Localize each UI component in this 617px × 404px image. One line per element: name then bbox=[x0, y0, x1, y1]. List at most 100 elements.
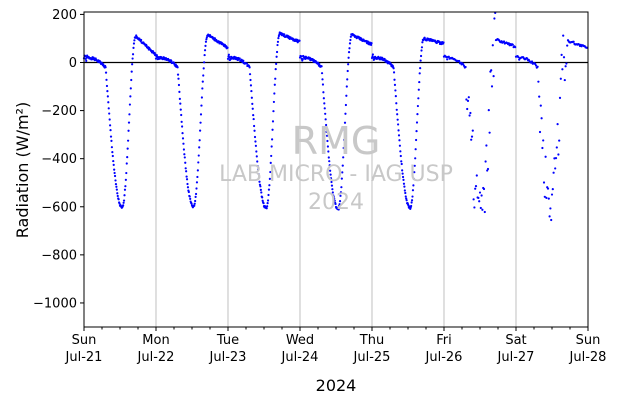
data-point bbox=[565, 62, 568, 65]
data-point bbox=[115, 188, 118, 191]
data-point bbox=[415, 121, 419, 124]
data-point bbox=[273, 83, 276, 86]
data-point bbox=[116, 192, 119, 195]
data-point bbox=[127, 129, 130, 132]
data-point bbox=[480, 194, 483, 197]
x-tick-date-label: Jul-26 bbox=[425, 350, 463, 365]
data-point bbox=[397, 129, 400, 132]
data-point bbox=[271, 120, 275, 123]
data-point bbox=[554, 167, 557, 170]
data-point bbox=[190, 202, 193, 205]
data-point bbox=[255, 155, 258, 158]
data-point bbox=[413, 171, 416, 174]
data-point bbox=[170, 59, 173, 62]
data-point bbox=[405, 197, 408, 200]
data-point bbox=[111, 154, 114, 158]
y-tick-label: −1000 bbox=[33, 296, 77, 311]
data-point bbox=[395, 102, 398, 105]
data-point bbox=[269, 161, 272, 164]
data-point bbox=[102, 63, 105, 66]
y-tick-label: 200 bbox=[52, 8, 77, 23]
data-point bbox=[201, 87, 204, 90]
data-point bbox=[562, 34, 565, 37]
data-point bbox=[413, 164, 416, 167]
data-point bbox=[398, 139, 401, 142]
data-point bbox=[478, 191, 482, 194]
data-point bbox=[419, 54, 423, 58]
data-point bbox=[301, 58, 304, 61]
data-point bbox=[275, 55, 278, 58]
data-point bbox=[110, 139, 113, 142]
data-point bbox=[277, 37, 280, 40]
data-point bbox=[298, 39, 301, 42]
data-point bbox=[340, 186, 343, 189]
data-point bbox=[226, 57, 230, 60]
data-point bbox=[536, 65, 539, 68]
data-point bbox=[470, 138, 473, 141]
data-point bbox=[180, 120, 183, 123]
data-point bbox=[265, 207, 268, 210]
data-point bbox=[182, 142, 185, 145]
data-point bbox=[179, 108, 182, 111]
data-point bbox=[542, 181, 546, 184]
data-point bbox=[493, 17, 496, 20]
data-point bbox=[273, 92, 276, 95]
data-point bbox=[257, 168, 260, 171]
data-point bbox=[343, 121, 347, 124]
data-point bbox=[199, 121, 202, 124]
data-point bbox=[272, 110, 275, 113]
data-point bbox=[183, 153, 186, 156]
data-point bbox=[346, 69, 349, 73]
data-point bbox=[343, 138, 346, 141]
data-point bbox=[468, 114, 471, 117]
data-point bbox=[268, 184, 271, 187]
data-point bbox=[276, 40, 280, 43]
data-point bbox=[321, 83, 325, 86]
data-point bbox=[184, 167, 187, 170]
data-point bbox=[416, 104, 419, 108]
data-point bbox=[283, 33, 286, 36]
data-point bbox=[204, 40, 208, 43]
data-point bbox=[345, 85, 348, 88]
data-point bbox=[193, 202, 196, 205]
data-point bbox=[105, 78, 108, 81]
grid-lines bbox=[155, 12, 517, 327]
data-point bbox=[249, 78, 252, 82]
data-point bbox=[135, 34, 138, 37]
data-point bbox=[238, 57, 241, 60]
data-point bbox=[412, 184, 415, 187]
data-point bbox=[186, 182, 189, 186]
data-point bbox=[320, 72, 324, 75]
data-point bbox=[202, 67, 205, 70]
data-point bbox=[481, 208, 484, 211]
data-point bbox=[204, 44, 207, 47]
data-point bbox=[274, 77, 277, 80]
data-point bbox=[490, 85, 494, 88]
data-point bbox=[226, 46, 229, 49]
data-point bbox=[269, 170, 272, 174]
data-point bbox=[275, 62, 278, 66]
data-point bbox=[329, 169, 332, 172]
data-point bbox=[341, 171, 344, 174]
data-point bbox=[202, 74, 205, 77]
data-point bbox=[396, 113, 399, 116]
data-point bbox=[392, 71, 396, 74]
data-point bbox=[140, 38, 143, 42]
data-point bbox=[561, 68, 564, 71]
data-point bbox=[118, 202, 121, 205]
data-point bbox=[555, 146, 558, 149]
data-point bbox=[177, 77, 180, 80]
data-point bbox=[338, 200, 342, 203]
data-point bbox=[195, 181, 199, 184]
data-point bbox=[399, 150, 402, 153]
data-point bbox=[483, 210, 486, 214]
data-point bbox=[200, 96, 203, 99]
data-point bbox=[112, 163, 115, 166]
x-axis-label: 2024 bbox=[316, 376, 357, 395]
data-point bbox=[227, 53, 230, 56]
data-point bbox=[254, 144, 257, 147]
data-point bbox=[205, 38, 208, 41]
data-point bbox=[419, 59, 422, 62]
data-point bbox=[557, 153, 560, 156]
data-point bbox=[344, 112, 347, 115]
